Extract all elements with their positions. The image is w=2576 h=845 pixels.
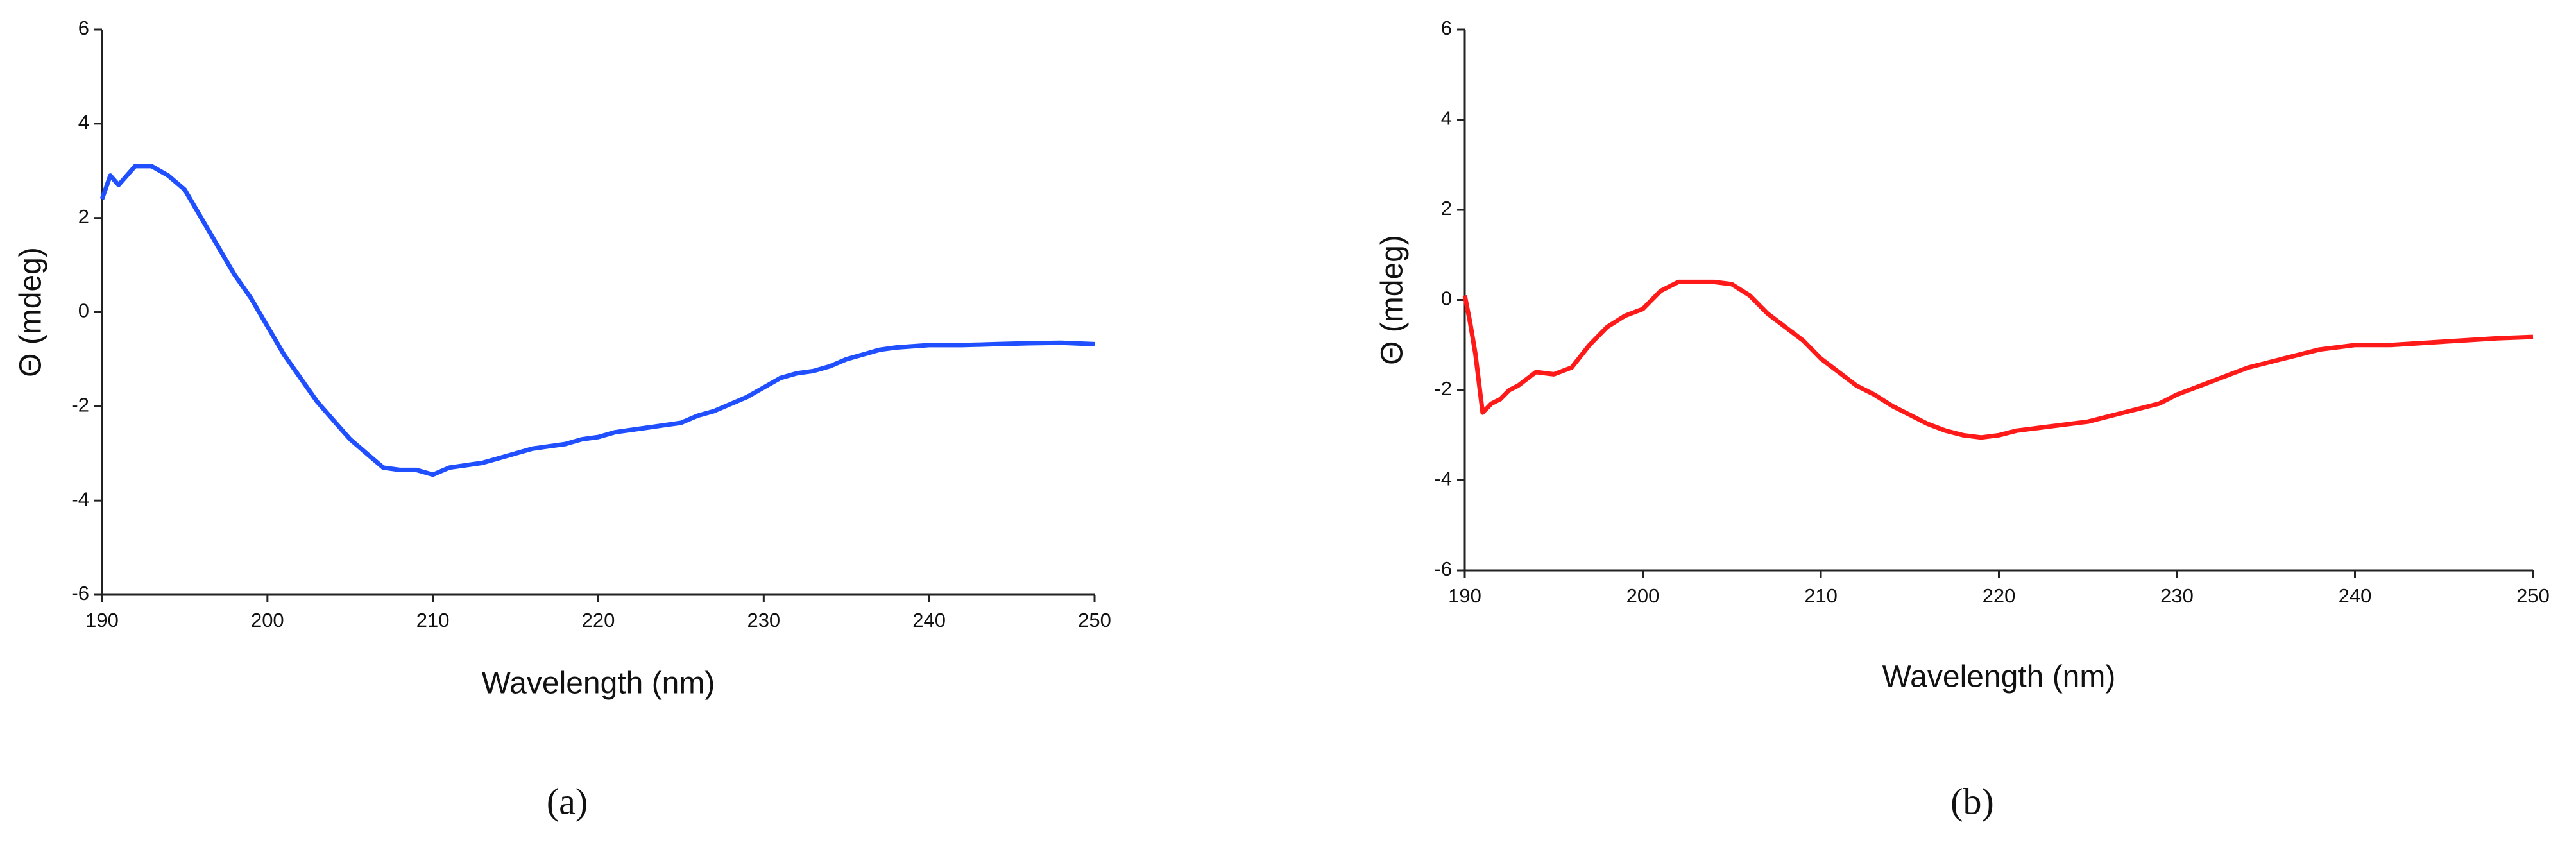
y-tick-label: 2 — [1441, 197, 1452, 219]
x-axis-title: Wavelength (nm) — [482, 667, 715, 701]
y-tick-label: -6 — [1434, 558, 1452, 580]
x-tick-label: 250 — [2516, 585, 2550, 607]
y-tick-label: -6 — [71, 582, 89, 604]
x-tick-label: 220 — [1983, 585, 2016, 607]
x-tick-label: 230 — [747, 609, 780, 631]
y-axis-title: Θ (mdeg) — [14, 247, 48, 377]
x-tick-label: 200 — [1626, 585, 1660, 607]
y-tick-label: 0 — [1441, 287, 1452, 310]
data-line — [1462, 279, 2534, 440]
y-tick-label: -4 — [71, 488, 89, 510]
panel: -6 -4 -2 0 2 4 6 190 200 210 220 230 240 250 Wavelengt… — [1376, 17, 2550, 822]
x-tick-label: 220 — [582, 609, 615, 631]
x-tick-label: 190 — [1448, 585, 1481, 607]
y-tick-label: 6 — [78, 17, 89, 39]
x-tick-label: 240 — [912, 609, 946, 631]
x-tick-label: 190 — [85, 609, 119, 631]
y-tick-label: 0 — [78, 300, 89, 322]
panel-label: (a) — [547, 780, 588, 822]
y-tick-label: -2 — [71, 394, 89, 416]
x-tick-label: 210 — [416, 609, 450, 631]
x-tick-label: 250 — [1078, 609, 1111, 631]
y-tick-label: 6 — [1441, 17, 1452, 39]
y-axis-title: Θ (mdeg) — [1376, 235, 1410, 365]
y-tick-label: -4 — [1434, 468, 1452, 490]
x-tick-label: 200 — [251, 609, 284, 631]
panel-label: (b) — [1950, 780, 1994, 822]
x-axis-title: Wavelength (nm) — [1882, 660, 2116, 694]
panel: -6 -4 -2 0 2 4 6 190 200 210 220 230 240 250 Wavelengt… — [14, 17, 1111, 822]
x-tick-label: 240 — [2339, 585, 2372, 607]
x-tick-label: 230 — [2160, 585, 2194, 607]
y-tick-label: 4 — [1441, 107, 1452, 130]
y-tick-label: -2 — [1434, 377, 1452, 400]
x-tick-label: 210 — [1804, 585, 1838, 607]
y-tick-label: 2 — [78, 205, 89, 228]
y-tick-label: 4 — [78, 111, 89, 133]
data-line — [99, 164, 1095, 477]
